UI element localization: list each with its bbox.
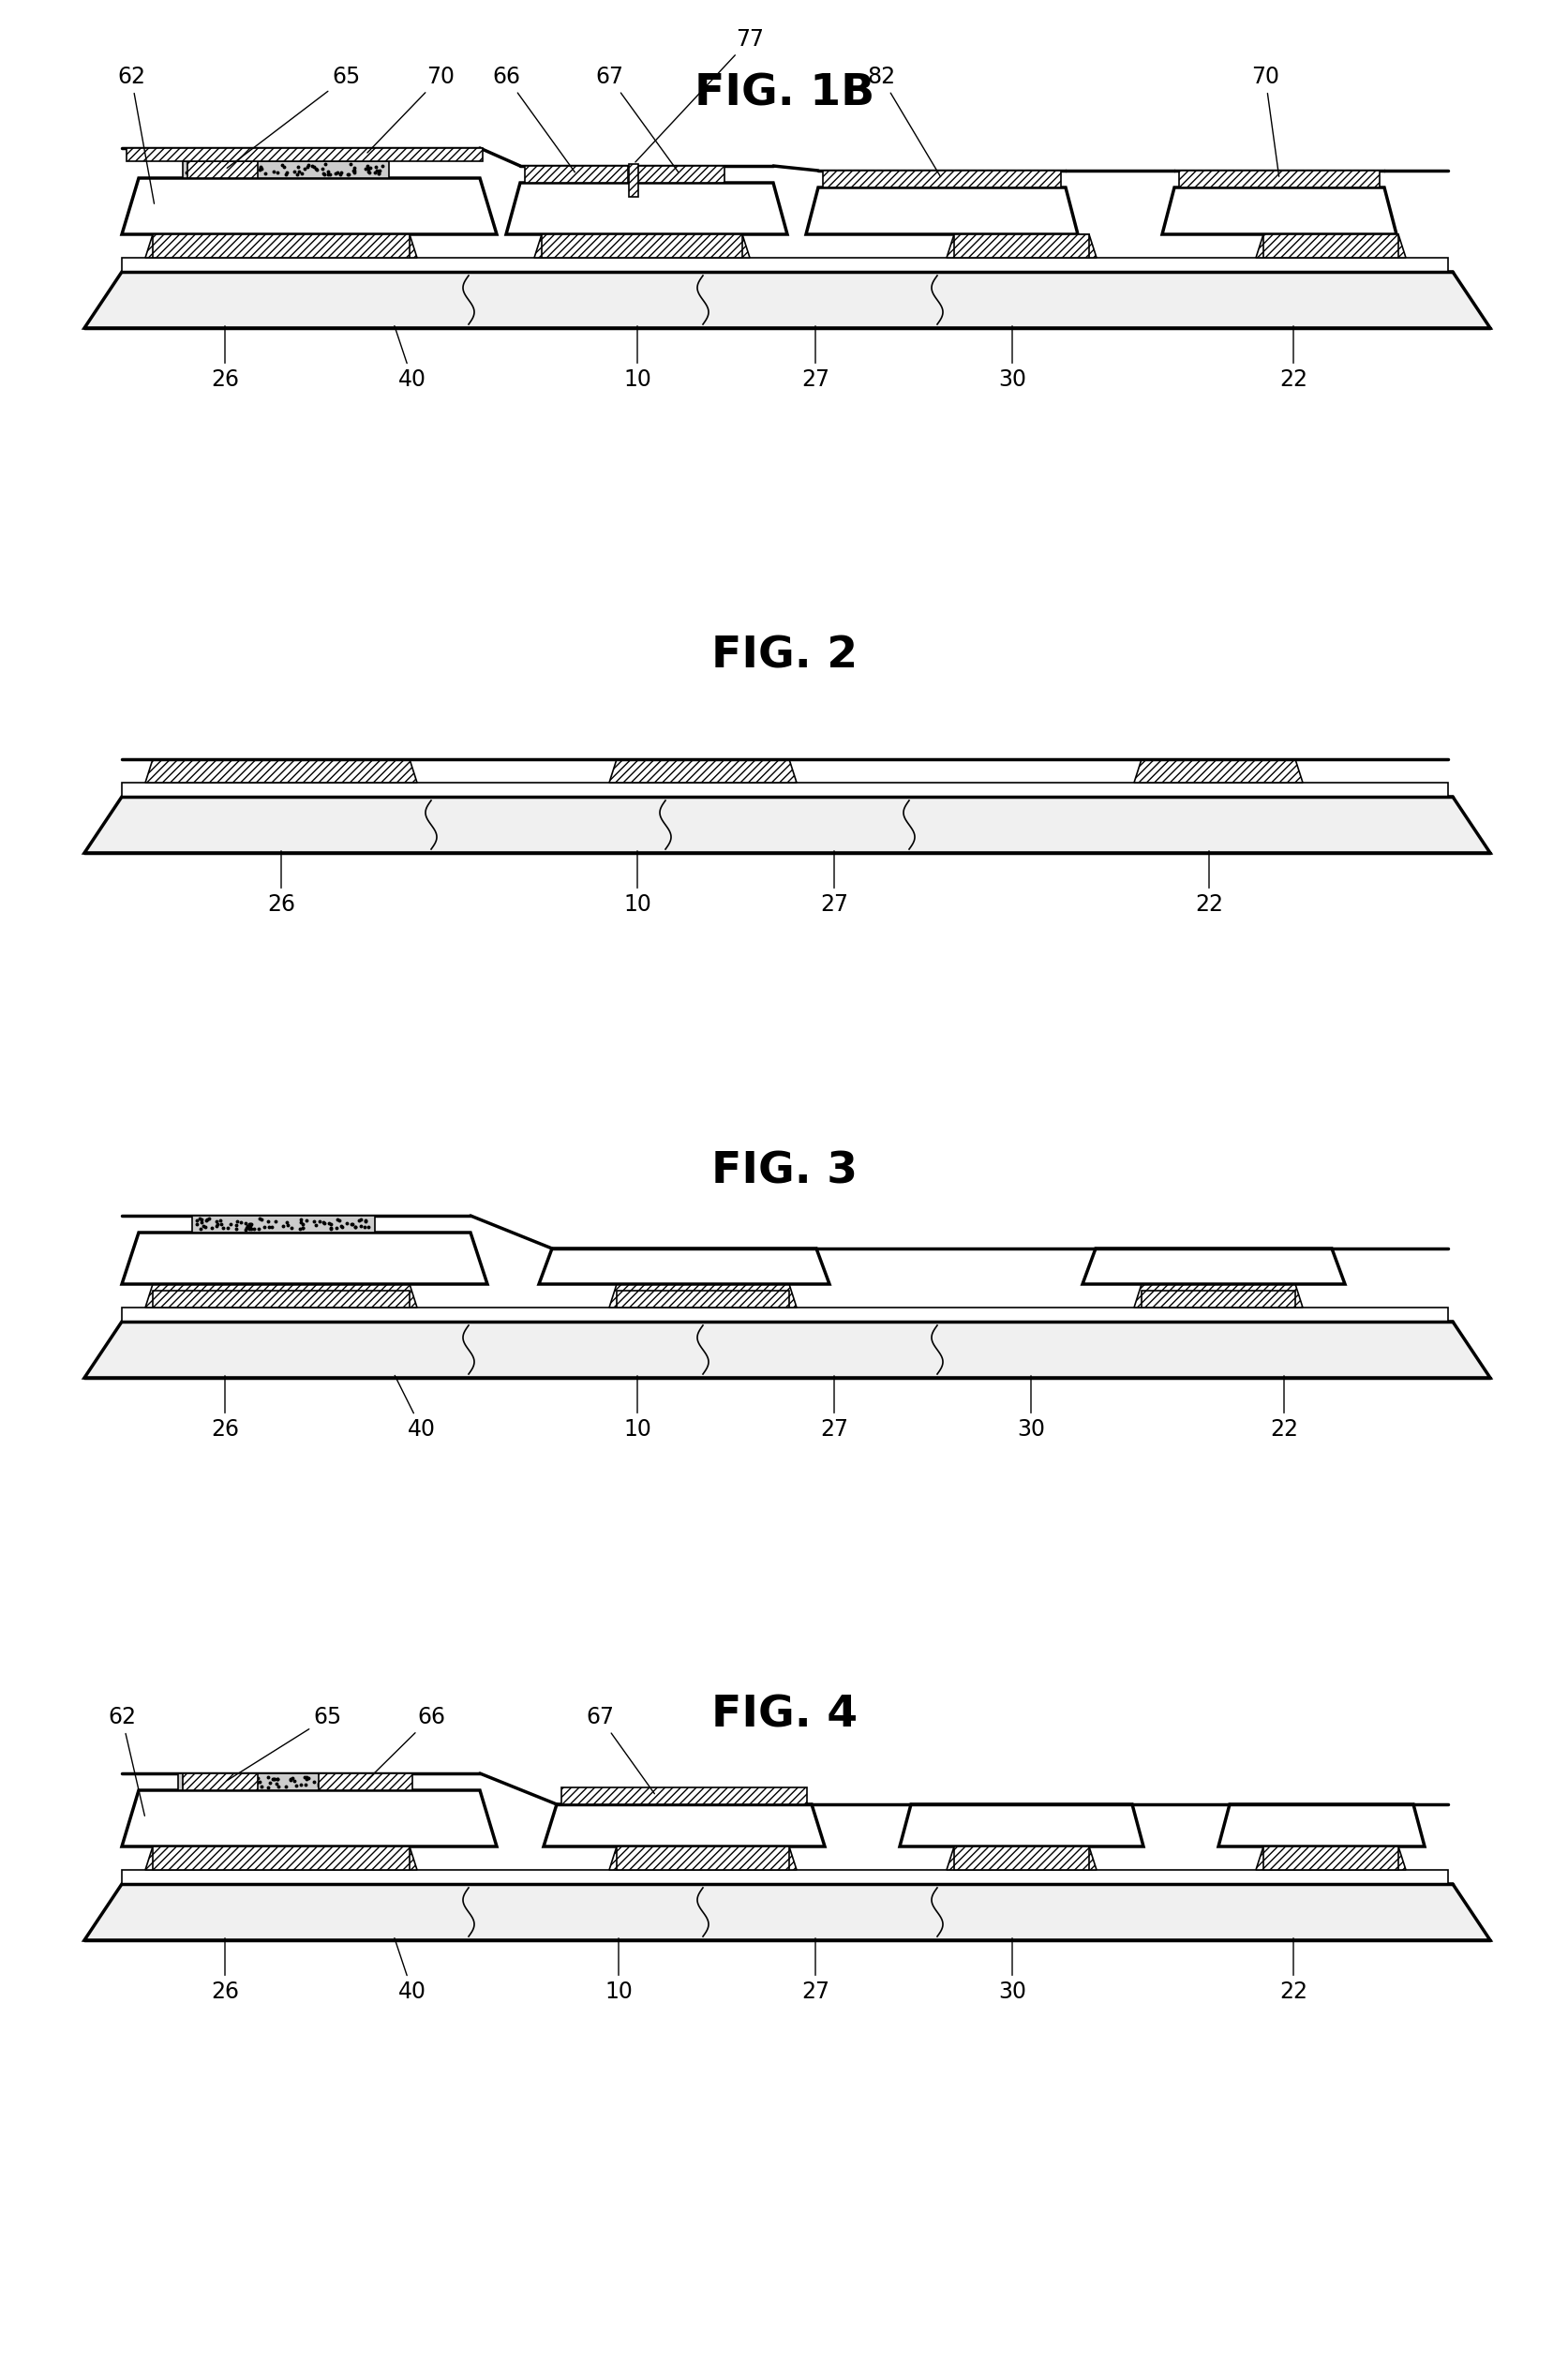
Text: 67: 67 (585, 1705, 654, 1793)
Text: 22: 22 (1278, 326, 1306, 390)
Text: FIG. 1B: FIG. 1B (695, 73, 873, 116)
Polygon shape (122, 1233, 488, 1285)
Polygon shape (1134, 758, 1301, 782)
Polygon shape (1082, 1249, 1344, 1285)
Polygon shape (146, 234, 417, 257)
Text: 62: 62 (108, 1705, 144, 1816)
Text: FIG. 4: FIG. 4 (710, 1694, 858, 1736)
Polygon shape (1254, 234, 1405, 257)
Polygon shape (953, 1847, 1088, 1871)
Text: 40: 40 (394, 326, 426, 390)
Polygon shape (187, 161, 257, 177)
Polygon shape (608, 1847, 797, 1871)
Text: 70: 70 (367, 66, 455, 154)
Text: 26: 26 (210, 1375, 238, 1441)
Polygon shape (543, 1805, 825, 1847)
Polygon shape (1178, 170, 1378, 187)
Polygon shape (1218, 1805, 1424, 1847)
Text: 30: 30 (1016, 1375, 1044, 1441)
Polygon shape (152, 1847, 409, 1871)
Text: 10: 10 (622, 850, 651, 916)
Text: 30: 30 (997, 326, 1025, 390)
Polygon shape (953, 234, 1088, 257)
Text: 27: 27 (801, 1939, 829, 2003)
Text: 22: 22 (1278, 1939, 1306, 2003)
Polygon shape (122, 1871, 1447, 1885)
Polygon shape (822, 170, 1060, 187)
Polygon shape (85, 1885, 1490, 1939)
Text: FIG. 3: FIG. 3 (710, 1150, 858, 1193)
Polygon shape (1142, 1290, 1295, 1309)
Text: 82: 82 (867, 66, 941, 177)
Polygon shape (629, 163, 638, 196)
Text: 40: 40 (394, 1937, 426, 2003)
Polygon shape (152, 234, 409, 257)
Text: 65: 65 (227, 1705, 342, 1781)
Text: 27: 27 (820, 850, 848, 916)
Polygon shape (616, 1847, 789, 1871)
Polygon shape (146, 1285, 417, 1309)
Text: 40: 40 (395, 1375, 436, 1441)
Polygon shape (122, 1309, 1447, 1323)
Text: 70: 70 (1250, 66, 1278, 177)
Polygon shape (946, 1847, 1096, 1871)
Polygon shape (85, 272, 1490, 328)
Text: 27: 27 (820, 1375, 848, 1441)
Polygon shape (608, 1285, 797, 1309)
Text: 10: 10 (622, 326, 651, 390)
Polygon shape (506, 182, 787, 234)
Text: 26: 26 (210, 1939, 238, 2003)
Polygon shape (152, 1290, 409, 1309)
Text: 62: 62 (118, 66, 154, 203)
Polygon shape (122, 1790, 497, 1847)
Text: 66: 66 (492, 66, 574, 172)
Text: 67: 67 (594, 66, 677, 172)
Polygon shape (1254, 1847, 1405, 1871)
Polygon shape (122, 782, 1447, 796)
Polygon shape (1262, 1847, 1397, 1871)
Polygon shape (946, 234, 1096, 257)
Polygon shape (561, 1788, 806, 1805)
Polygon shape (146, 1847, 417, 1871)
Text: 65: 65 (227, 66, 361, 168)
Polygon shape (1134, 1285, 1301, 1309)
Text: 26: 26 (267, 850, 295, 916)
Polygon shape (608, 758, 797, 782)
Polygon shape (1162, 187, 1396, 234)
Polygon shape (538, 1249, 829, 1285)
Polygon shape (898, 1805, 1143, 1847)
Polygon shape (616, 1290, 789, 1309)
Text: 22: 22 (1195, 850, 1223, 916)
Text: FIG. 2: FIG. 2 (710, 635, 858, 678)
Text: 26: 26 (210, 326, 238, 390)
Polygon shape (122, 257, 1447, 272)
Text: 22: 22 (1269, 1375, 1297, 1441)
Text: 27: 27 (801, 326, 829, 390)
Polygon shape (1262, 234, 1397, 257)
Polygon shape (635, 165, 724, 182)
Polygon shape (525, 165, 627, 182)
Polygon shape (182, 1774, 257, 1790)
Polygon shape (122, 177, 497, 234)
Text: 66: 66 (367, 1705, 445, 1781)
Text: 10: 10 (622, 1375, 651, 1441)
Text: 77: 77 (635, 28, 764, 163)
Polygon shape (541, 234, 742, 257)
Polygon shape (146, 758, 417, 782)
Polygon shape (191, 1216, 375, 1233)
Polygon shape (318, 1774, 412, 1790)
Text: 30: 30 (997, 1939, 1025, 2003)
Polygon shape (806, 187, 1077, 234)
Polygon shape (535, 234, 750, 257)
Polygon shape (85, 1323, 1490, 1377)
Polygon shape (179, 1774, 394, 1790)
Text: 10: 10 (604, 1939, 632, 2003)
Polygon shape (182, 161, 389, 177)
Polygon shape (85, 796, 1490, 853)
Polygon shape (127, 149, 483, 161)
